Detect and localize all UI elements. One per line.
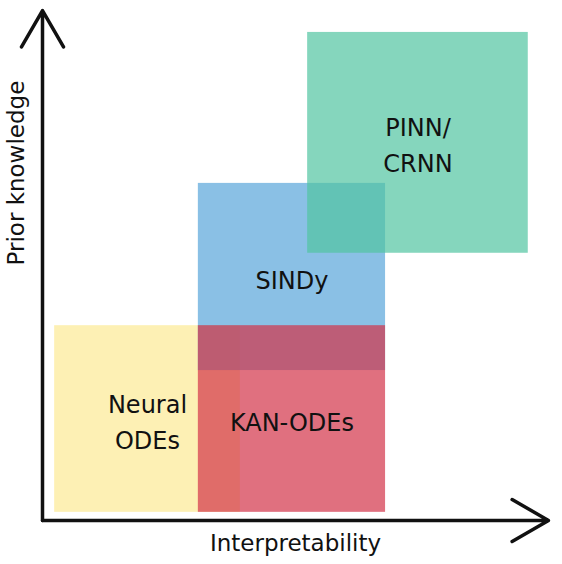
svg-text:NeuralODEs: NeuralODEs	[108, 391, 187, 455]
svg-text:Prior knowledge: Prior knowledge	[3, 81, 29, 266]
svg-text:Interpretability: Interpretability	[210, 530, 381, 556]
svg-text:PINN/CRNN: PINN/CRNN	[383, 114, 452, 178]
svg-text:SINDy: SINDy	[255, 266, 328, 294]
svg-text:KAN-ODEs: KAN-ODEs	[230, 409, 354, 437]
